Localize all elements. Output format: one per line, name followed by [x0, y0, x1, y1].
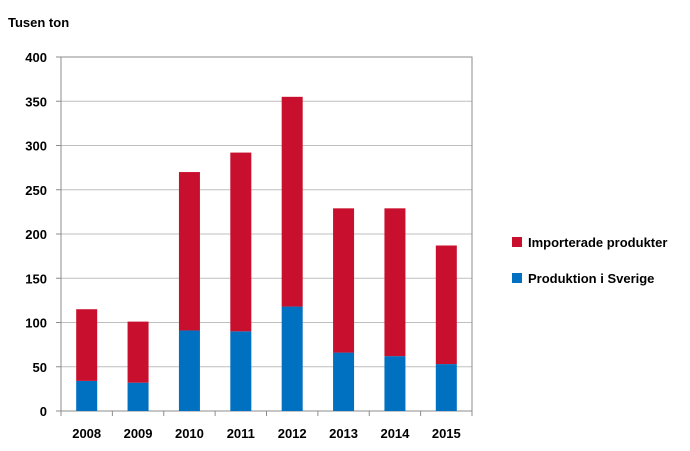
legend-swatch-importerade — [512, 237, 522, 247]
bar-segment — [230, 331, 252, 411]
x-tick-label: 2012 — [278, 426, 307, 441]
y-tick-label: 0 — [40, 404, 47, 419]
bar-segment — [333, 208, 355, 353]
bar-segment — [76, 309, 98, 381]
y-tick-label: 400 — [25, 50, 47, 65]
x-tick-label: 2008 — [72, 426, 101, 441]
bar-segment — [127, 321, 149, 383]
bar-segment — [230, 152, 252, 332]
y-tick-label: 150 — [25, 271, 47, 286]
bar-segment — [384, 208, 406, 357]
bar-segment — [281, 306, 303, 411]
legend-label-produktion: Produktion i Sverige — [528, 271, 654, 286]
bar-segment — [333, 352, 355, 411]
x-tick-label: 2014 — [380, 426, 410, 441]
bar-segment — [76, 380, 98, 411]
y-tick-label: 350 — [25, 94, 47, 109]
x-tick-label: 2015 — [432, 426, 461, 441]
x-tick-label: 2011 — [227, 426, 255, 441]
bar-segment — [178, 330, 200, 411]
bar-segment — [178, 172, 200, 331]
legend-swatch-produktion — [512, 273, 522, 283]
y-tick-label: 100 — [25, 316, 47, 331]
y-tick-label: 200 — [25, 227, 47, 242]
x-tick-label: 2009 — [124, 426, 153, 441]
y-tick-label: 250 — [25, 183, 47, 198]
legend: Importerade produkter Produktion i Sveri… — [512, 235, 667, 286]
y-tick-label: 300 — [25, 139, 47, 154]
bar-segment — [127, 382, 149, 411]
bar-segment — [281, 96, 303, 307]
y-axis-label: Tusen ton — [8, 15, 69, 30]
y-tick-label: 50 — [33, 360, 47, 375]
plot-area: 0 50 100 150 200 250 300 350 400 2008 2009 2010 2011… — [25, 50, 473, 441]
bar-segment — [384, 356, 406, 411]
legend-label-importerade: Importerade produkter — [528, 235, 667, 250]
bar-segment — [435, 245, 457, 365]
x-tick-label: 2010 — [175, 426, 204, 441]
x-tick-label: 2013 — [329, 426, 358, 441]
bar-segment — [435, 364, 457, 411]
